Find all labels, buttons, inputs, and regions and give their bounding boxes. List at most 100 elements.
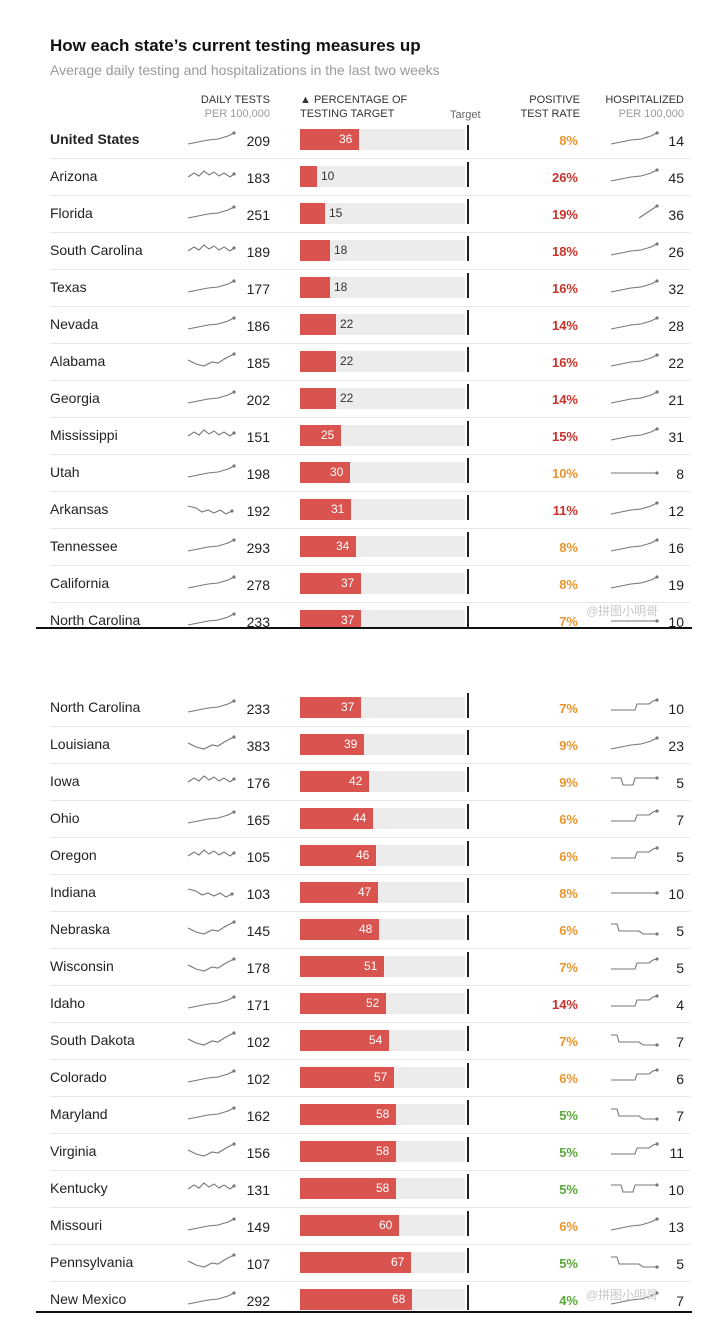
state-name: Mississippi	[50, 427, 118, 443]
target-marker	[467, 1063, 469, 1088]
target-bar-fill	[300, 1215, 399, 1236]
hospitalized-sparkline-arrowhead	[655, 776, 659, 780]
state-name: Texas	[50, 279, 87, 295]
hospitalized-value: 5	[676, 960, 684, 976]
hospitalized-value: 14	[668, 133, 684, 149]
header-positive-rate: POSITIVE TEST RATE	[516, 93, 581, 121]
hospitalized-sparkline-arrowhead	[655, 1117, 659, 1121]
state-name: South Dakota	[50, 1032, 135, 1048]
positive-rate-value: 5%	[559, 1182, 578, 1197]
hospitalized-sparkline	[611, 471, 659, 475]
target-bar-track: 10	[300, 166, 465, 187]
target-marker	[467, 236, 469, 261]
table-row: Nebraska 145 48 6% 5	[0, 912, 720, 949]
positive-rate-value: 6%	[559, 812, 578, 827]
row-separator	[50, 1096, 690, 1097]
target-bar-fill	[300, 808, 373, 829]
hospitalized-sparkline-arrowhead	[655, 242, 659, 246]
target-bar-fill	[300, 1178, 396, 1199]
row-separator	[50, 491, 690, 492]
hospitalized-value: 4	[676, 997, 684, 1013]
target-bar-fill	[300, 388, 336, 409]
target-bar-label: 30	[330, 465, 344, 479]
table-row: Alabama 185 22 16% 22	[0, 344, 720, 381]
daily-tests-value: 185	[246, 355, 270, 371]
hospitalized-value: 10	[668, 701, 684, 717]
hospitalized-sparkline	[611, 1034, 659, 1047]
target-bar-label: 37	[341, 613, 355, 627]
positive-rate-value: 6%	[559, 923, 578, 938]
hospitalized-sparkline-arrowhead	[655, 168, 659, 172]
target-bar-fill	[300, 1067, 394, 1088]
daily-tests-sparkline-arrowhead	[230, 892, 234, 896]
positive-rate-value: 5%	[559, 1108, 578, 1123]
hospitalized-sparkline-arrowhead	[655, 204, 659, 208]
target-bar-label: 51	[364, 959, 378, 973]
target-marker	[467, 162, 469, 187]
target-bar-label: 60	[379, 1218, 393, 1232]
target-bar-track: 58	[300, 1141, 465, 1162]
target-bar-track: 51	[300, 956, 465, 977]
daily-tests-sparkline-arrowhead	[232, 735, 236, 739]
daily-tests-sparkline-arrowhead	[232, 1253, 236, 1257]
target-marker	[467, 989, 469, 1014]
row-separator	[50, 1244, 690, 1245]
daily-tests-sparkline	[187, 538, 236, 552]
target-bar-fill	[300, 314, 336, 335]
target-bar-track: 22	[300, 351, 465, 372]
daily-tests-sparkline	[187, 352, 236, 367]
daily-tests-sparkline-arrowhead	[232, 957, 236, 961]
state-name: Oregon	[50, 847, 97, 863]
positive-rate-value: 14%	[551, 318, 578, 333]
daily-tests-sparkline-arrowhead	[232, 390, 236, 394]
daily-tests-sparkline	[187, 244, 236, 252]
daily-tests-sparkline	[187, 1142, 236, 1157]
target-bar-label: 37	[341, 576, 355, 590]
target-bar-fill	[300, 882, 378, 903]
target-bar-label: 18	[334, 243, 348, 257]
hospitalized-sparkline-arrowhead	[655, 698, 659, 702]
hospitalized-sparkline-arrowhead	[655, 131, 659, 135]
target-bar-fill	[300, 277, 330, 298]
daily-tests-sparkline	[187, 170, 236, 178]
target-marker	[467, 693, 469, 718]
target-marker	[467, 421, 469, 446]
hospitalized-sparkline	[610, 736, 659, 750]
header-daily-tests-line2: PER 100,000	[204, 108, 270, 120]
hospitalized-sparkline-arrowhead	[655, 809, 659, 813]
positive-rate-value: 6%	[559, 1219, 578, 1234]
chart-title: How each state’s current testing measure…	[50, 36, 421, 55]
daily-tests-sparkline	[187, 1106, 236, 1120]
header-daily-tests: DAILY TESTS PER 100,000	[198, 93, 270, 121]
target-bar-label: 57	[374, 1070, 388, 1084]
daily-tests-sparkline	[187, 131, 236, 145]
hospitalized-sparkline-arrowhead	[655, 736, 659, 740]
state-name: Arkansas	[50, 501, 109, 517]
target-marker	[467, 310, 469, 335]
target-bar-label: 18	[334, 280, 348, 294]
table-row: Louisiana 383 39 9% 23	[0, 727, 720, 764]
daily-tests-value: 131	[246, 1182, 270, 1198]
watermark-bottom: @拼图小明哥	[586, 1288, 659, 1302]
hospitalized-value: 8	[676, 466, 684, 482]
daily-tests-sparkline	[187, 995, 236, 1009]
target-bar-fill	[300, 1141, 396, 1162]
positive-rate-value: 8%	[559, 133, 578, 148]
hospitalized-sparkline	[611, 776, 659, 786]
table-row: Mississippi 151 25 15% 31	[0, 418, 720, 455]
target-marker	[467, 841, 469, 866]
header-pct-target-line1: ▲ PERCENTAGE OF	[300, 94, 408, 106]
table-row: South Dakota 102 54 7% 7	[0, 1023, 720, 1060]
daily-tests-sparkline	[187, 1253, 236, 1268]
daily-tests-value: 102	[246, 1071, 270, 1087]
hospitalized-sparkline-arrowhead	[655, 957, 659, 961]
target-bar-label: 58	[376, 1181, 390, 1195]
daily-tests-value: 102	[246, 1034, 270, 1050]
row-separator	[50, 158, 690, 159]
hospitalized-sparkline	[611, 1108, 659, 1121]
table-row: Colorado 102 57 6% 6	[0, 1060, 720, 1097]
positive-rate-value: 9%	[559, 775, 578, 790]
row-separator	[50, 269, 690, 270]
daily-tests-sparkline	[187, 612, 236, 626]
daily-tests-sparkline-arrowhead	[232, 131, 236, 135]
